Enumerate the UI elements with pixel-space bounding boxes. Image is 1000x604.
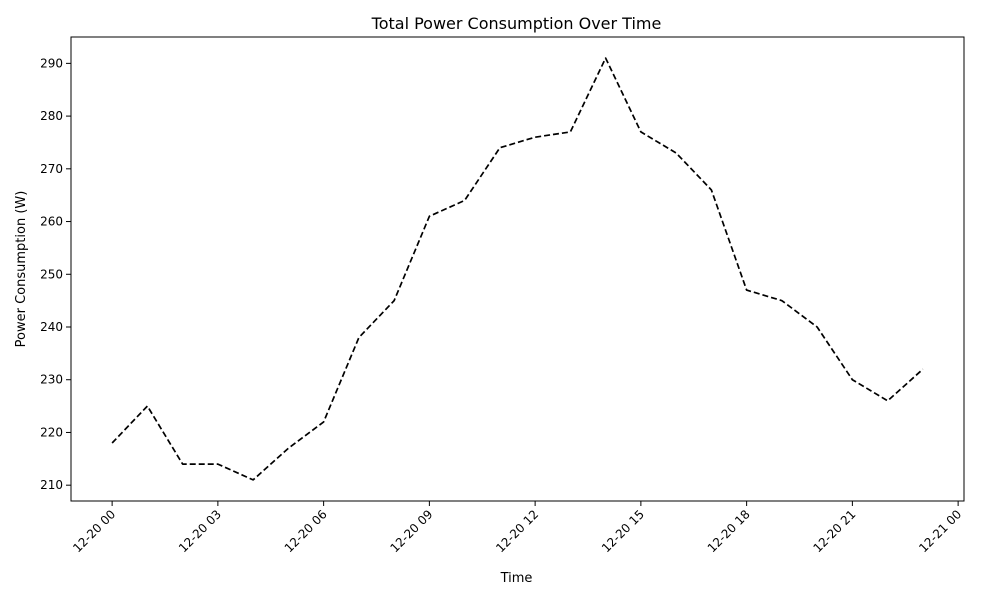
x-axis-label: Time: [500, 571, 533, 586]
y-tick-label: 290: [40, 56, 63, 70]
data-point: [426, 213, 432, 219]
y-tick-label: 250: [40, 267, 63, 281]
data-point: [814, 324, 820, 330]
y-axis-label: Power Consumption (W): [14, 191, 29, 348]
data-point: [144, 403, 150, 409]
data-point: [356, 335, 362, 341]
data-point: [462, 197, 468, 203]
x-tick-label: 12-20 15: [599, 507, 647, 555]
data-point: [849, 377, 855, 383]
x-tick-label: 12-20 18: [705, 507, 753, 555]
data-point: [708, 187, 714, 193]
y-tick-label: 270: [40, 162, 63, 176]
y-tick-label: 210: [40, 478, 63, 492]
y-axis: 210 220 230 240 250 260 270 280 290: [40, 56, 71, 492]
x-tick-label: 12-20 03: [176, 507, 224, 555]
data-point: [321, 419, 327, 425]
x-tick-label: 12-20 12: [493, 507, 541, 555]
data-point: [391, 298, 397, 304]
data-point: [638, 129, 644, 135]
data-point: [744, 287, 750, 293]
x-tick-label: 12-20 21: [810, 507, 858, 555]
y-tick-label: 220: [40, 425, 63, 439]
y-tick-label: 240: [40, 320, 63, 334]
y-tick-label: 230: [40, 373, 63, 387]
series-line: [111, 57, 924, 481]
plot-frame: [70, 36, 965, 502]
x-tick-label: 12-21 00: [916, 507, 964, 555]
series-layer: [109, 55, 926, 483]
x-tick-label: 12-20 06: [282, 507, 330, 555]
data-point: [250, 477, 256, 483]
data-point: [920, 366, 926, 372]
data-point: [215, 461, 221, 467]
data-point: [779, 298, 785, 304]
x-tick-label: 12-20 00: [70, 507, 118, 555]
x-tick-label: 12-20 09: [387, 507, 435, 555]
data-point: [109, 440, 115, 446]
data-point: [885, 398, 891, 404]
y-tick-label: 260: [40, 215, 63, 229]
data-point: [285, 445, 291, 451]
x-axis: 12-20 00 12-20 03 12-20 06 12-20 09 12-20 12…: [70, 501, 964, 555]
y-tick-label: 280: [40, 109, 63, 123]
data-point: [532, 134, 538, 140]
data-point: [673, 150, 679, 156]
data-point: [180, 461, 186, 467]
data-point: [497, 145, 503, 151]
chart-title: Total Power Consumption Over Time: [371, 14, 662, 33]
data-point: [567, 129, 573, 135]
data-point: [603, 55, 609, 61]
